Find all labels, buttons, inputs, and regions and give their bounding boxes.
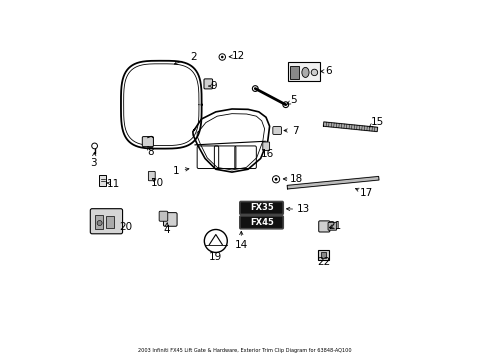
- FancyBboxPatch shape: [272, 127, 281, 134]
- Polygon shape: [286, 176, 378, 189]
- FancyBboxPatch shape: [327, 222, 336, 230]
- Text: 19: 19: [209, 252, 222, 262]
- Circle shape: [274, 178, 277, 181]
- Text: 2: 2: [190, 52, 197, 62]
- Text: 7: 7: [291, 126, 298, 135]
- FancyBboxPatch shape: [239, 216, 283, 229]
- FancyBboxPatch shape: [163, 213, 177, 226]
- Text: 9: 9: [210, 81, 217, 91]
- Ellipse shape: [301, 67, 308, 77]
- Circle shape: [310, 69, 317, 76]
- Text: 20: 20: [119, 222, 132, 232]
- Text: 13: 13: [296, 204, 310, 215]
- Bar: [290, 66, 298, 78]
- Text: 3: 3: [90, 158, 97, 168]
- Text: 22: 22: [316, 257, 329, 267]
- Text: 21: 21: [327, 221, 341, 230]
- Bar: [287, 62, 319, 81]
- Text: 6: 6: [325, 66, 331, 76]
- FancyBboxPatch shape: [159, 211, 167, 221]
- Text: 14: 14: [234, 240, 247, 250]
- Text: 15: 15: [370, 117, 383, 127]
- Polygon shape: [323, 122, 377, 132]
- Text: FX35: FX35: [249, 203, 273, 212]
- Bar: [317, 249, 328, 260]
- FancyBboxPatch shape: [90, 209, 122, 234]
- Bar: [320, 252, 325, 258]
- FancyBboxPatch shape: [318, 221, 329, 232]
- Text: 11: 11: [107, 179, 120, 189]
- Text: 18: 18: [289, 174, 303, 184]
- Text: 10: 10: [151, 177, 164, 188]
- Text: 2003 Infiniti FX45 Lift Gate & Hardware, Exterior Trim Clip Diagram for 63848-AQ: 2003 Infiniti FX45 Lift Gate & Hardware,…: [138, 348, 350, 353]
- Text: FX45: FX45: [249, 218, 273, 227]
- Text: 5: 5: [290, 95, 297, 105]
- Text: 1: 1: [172, 166, 179, 176]
- Bar: [105, 216, 113, 228]
- Text: 17: 17: [359, 188, 372, 198]
- Bar: [95, 215, 102, 229]
- Bar: [99, 175, 106, 186]
- Text: 12: 12: [231, 51, 244, 61]
- FancyBboxPatch shape: [203, 79, 212, 89]
- FancyBboxPatch shape: [148, 171, 155, 181]
- FancyBboxPatch shape: [239, 202, 283, 215]
- Text: 4: 4: [163, 225, 169, 235]
- Text: 8: 8: [146, 147, 153, 157]
- Text: 16: 16: [260, 149, 273, 159]
- FancyBboxPatch shape: [142, 136, 153, 147]
- Circle shape: [221, 56, 223, 58]
- FancyBboxPatch shape: [262, 142, 269, 150]
- Circle shape: [97, 221, 102, 226]
